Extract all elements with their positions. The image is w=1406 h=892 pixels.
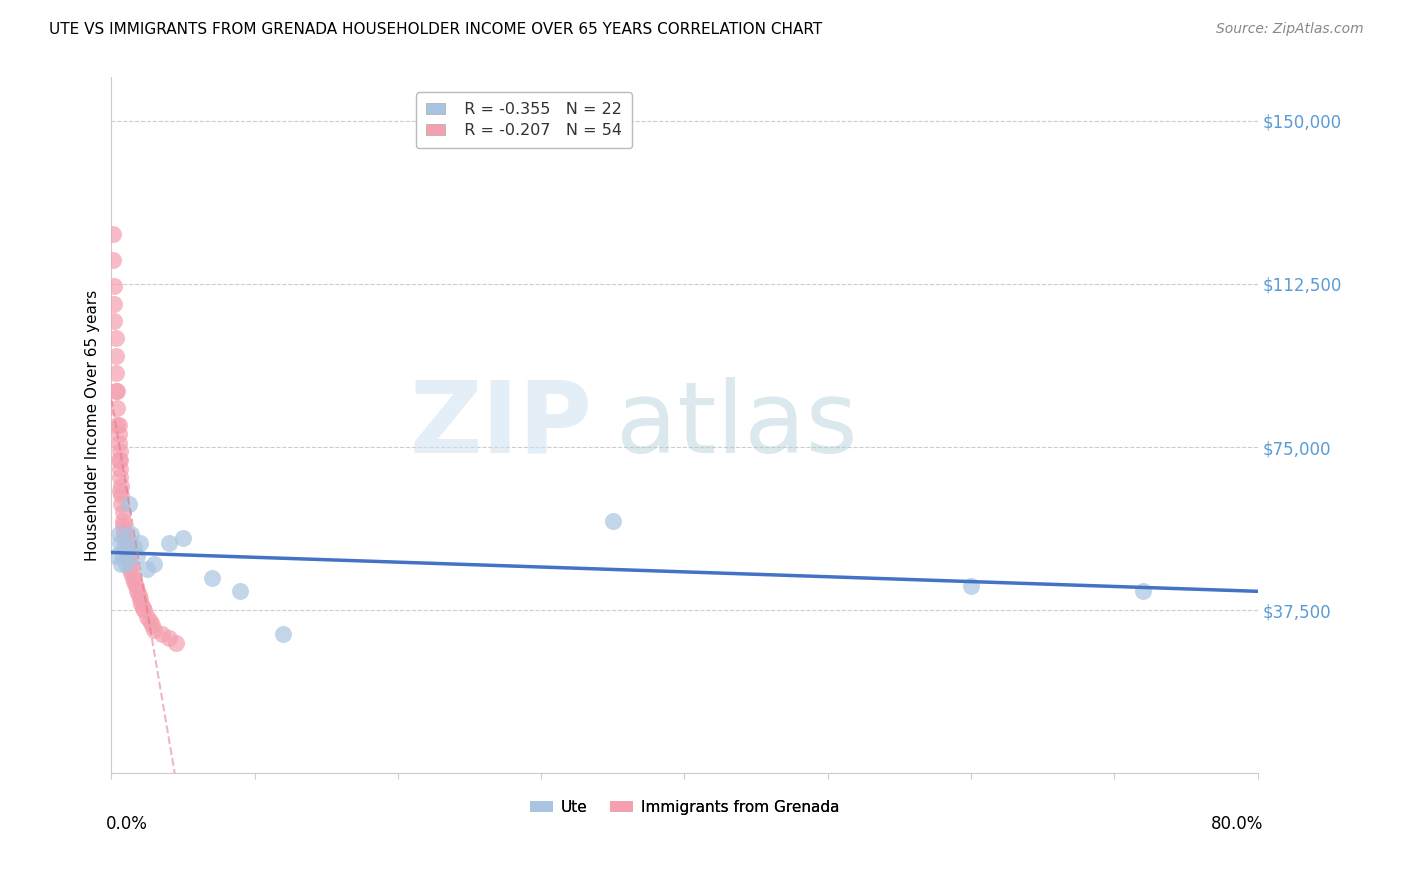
Point bbox=[165, 636, 187, 650]
Point bbox=[127, 549, 149, 563]
Point bbox=[150, 627, 173, 641]
Point bbox=[127, 583, 149, 598]
Point bbox=[107, 435, 129, 450]
Point bbox=[132, 601, 155, 615]
Point bbox=[114, 535, 136, 549]
Point bbox=[117, 497, 139, 511]
Point bbox=[121, 527, 143, 541]
Point bbox=[122, 570, 145, 584]
Point bbox=[136, 562, 159, 576]
Point bbox=[112, 523, 135, 537]
Point bbox=[118, 558, 141, 572]
Point bbox=[960, 579, 983, 593]
Point bbox=[111, 505, 134, 519]
Text: Source: ZipAtlas.com: Source: ZipAtlas.com bbox=[1216, 22, 1364, 37]
Point bbox=[112, 527, 135, 541]
Point bbox=[108, 462, 131, 476]
Point bbox=[101, 253, 124, 268]
Point bbox=[105, 418, 128, 433]
Point bbox=[136, 609, 159, 624]
Point bbox=[103, 279, 125, 293]
Point bbox=[110, 479, 132, 493]
Point bbox=[121, 566, 143, 581]
Point bbox=[157, 535, 180, 549]
Text: ZIP: ZIP bbox=[411, 376, 593, 474]
Point bbox=[104, 331, 127, 345]
Point bbox=[114, 532, 136, 546]
Point bbox=[273, 627, 295, 641]
Point bbox=[124, 540, 146, 554]
Text: UTE VS IMMIGRANTS FROM GRENADA HOUSEHOLDER INCOME OVER 65 YEARS CORRELATION CHAR: UTE VS IMMIGRANTS FROM GRENADA HOUSEHOLD… bbox=[49, 22, 823, 37]
Text: 80.0%: 80.0% bbox=[1211, 815, 1263, 833]
Text: 0.0%: 0.0% bbox=[105, 815, 148, 833]
Point bbox=[108, 470, 131, 484]
Point bbox=[107, 427, 129, 442]
Point bbox=[108, 453, 131, 467]
Point bbox=[128, 588, 150, 602]
Point bbox=[107, 527, 129, 541]
Point bbox=[1132, 583, 1154, 598]
Point bbox=[201, 570, 224, 584]
Text: atlas: atlas bbox=[616, 376, 858, 474]
Point bbox=[110, 497, 132, 511]
Point bbox=[143, 558, 166, 572]
Point bbox=[118, 562, 141, 576]
Legend: Ute, Immigrants from Grenada: Ute, Immigrants from Grenada bbox=[523, 794, 845, 822]
Point bbox=[104, 349, 127, 363]
Point bbox=[115, 540, 138, 554]
Point bbox=[111, 549, 134, 563]
Point bbox=[103, 314, 125, 328]
Point bbox=[105, 401, 128, 415]
Point bbox=[602, 514, 624, 528]
Point bbox=[157, 632, 180, 646]
Point bbox=[111, 514, 134, 528]
Point bbox=[129, 535, 152, 549]
Point bbox=[115, 544, 138, 558]
Point bbox=[141, 618, 163, 632]
Point bbox=[110, 488, 132, 502]
Point bbox=[229, 583, 252, 598]
Point bbox=[110, 558, 132, 572]
Point bbox=[103, 296, 125, 310]
Point bbox=[105, 384, 128, 398]
Point bbox=[139, 614, 162, 628]
Point bbox=[131, 597, 153, 611]
Point bbox=[134, 603, 156, 617]
Point bbox=[101, 227, 124, 241]
Point bbox=[117, 549, 139, 563]
Point bbox=[111, 518, 134, 533]
Point bbox=[172, 532, 194, 546]
Point bbox=[108, 535, 131, 549]
Point bbox=[124, 574, 146, 589]
Point bbox=[114, 558, 136, 572]
Point bbox=[143, 623, 166, 637]
Point bbox=[129, 592, 152, 607]
Point bbox=[117, 553, 139, 567]
Y-axis label: Householder Income Over 65 years: Householder Income Over 65 years bbox=[86, 290, 100, 561]
Point bbox=[108, 483, 131, 498]
Point bbox=[104, 549, 127, 563]
Point bbox=[104, 366, 127, 380]
Point bbox=[108, 444, 131, 458]
Point bbox=[104, 384, 127, 398]
Point bbox=[107, 453, 129, 467]
Point bbox=[125, 579, 148, 593]
Point bbox=[107, 418, 129, 433]
Point bbox=[112, 540, 135, 554]
